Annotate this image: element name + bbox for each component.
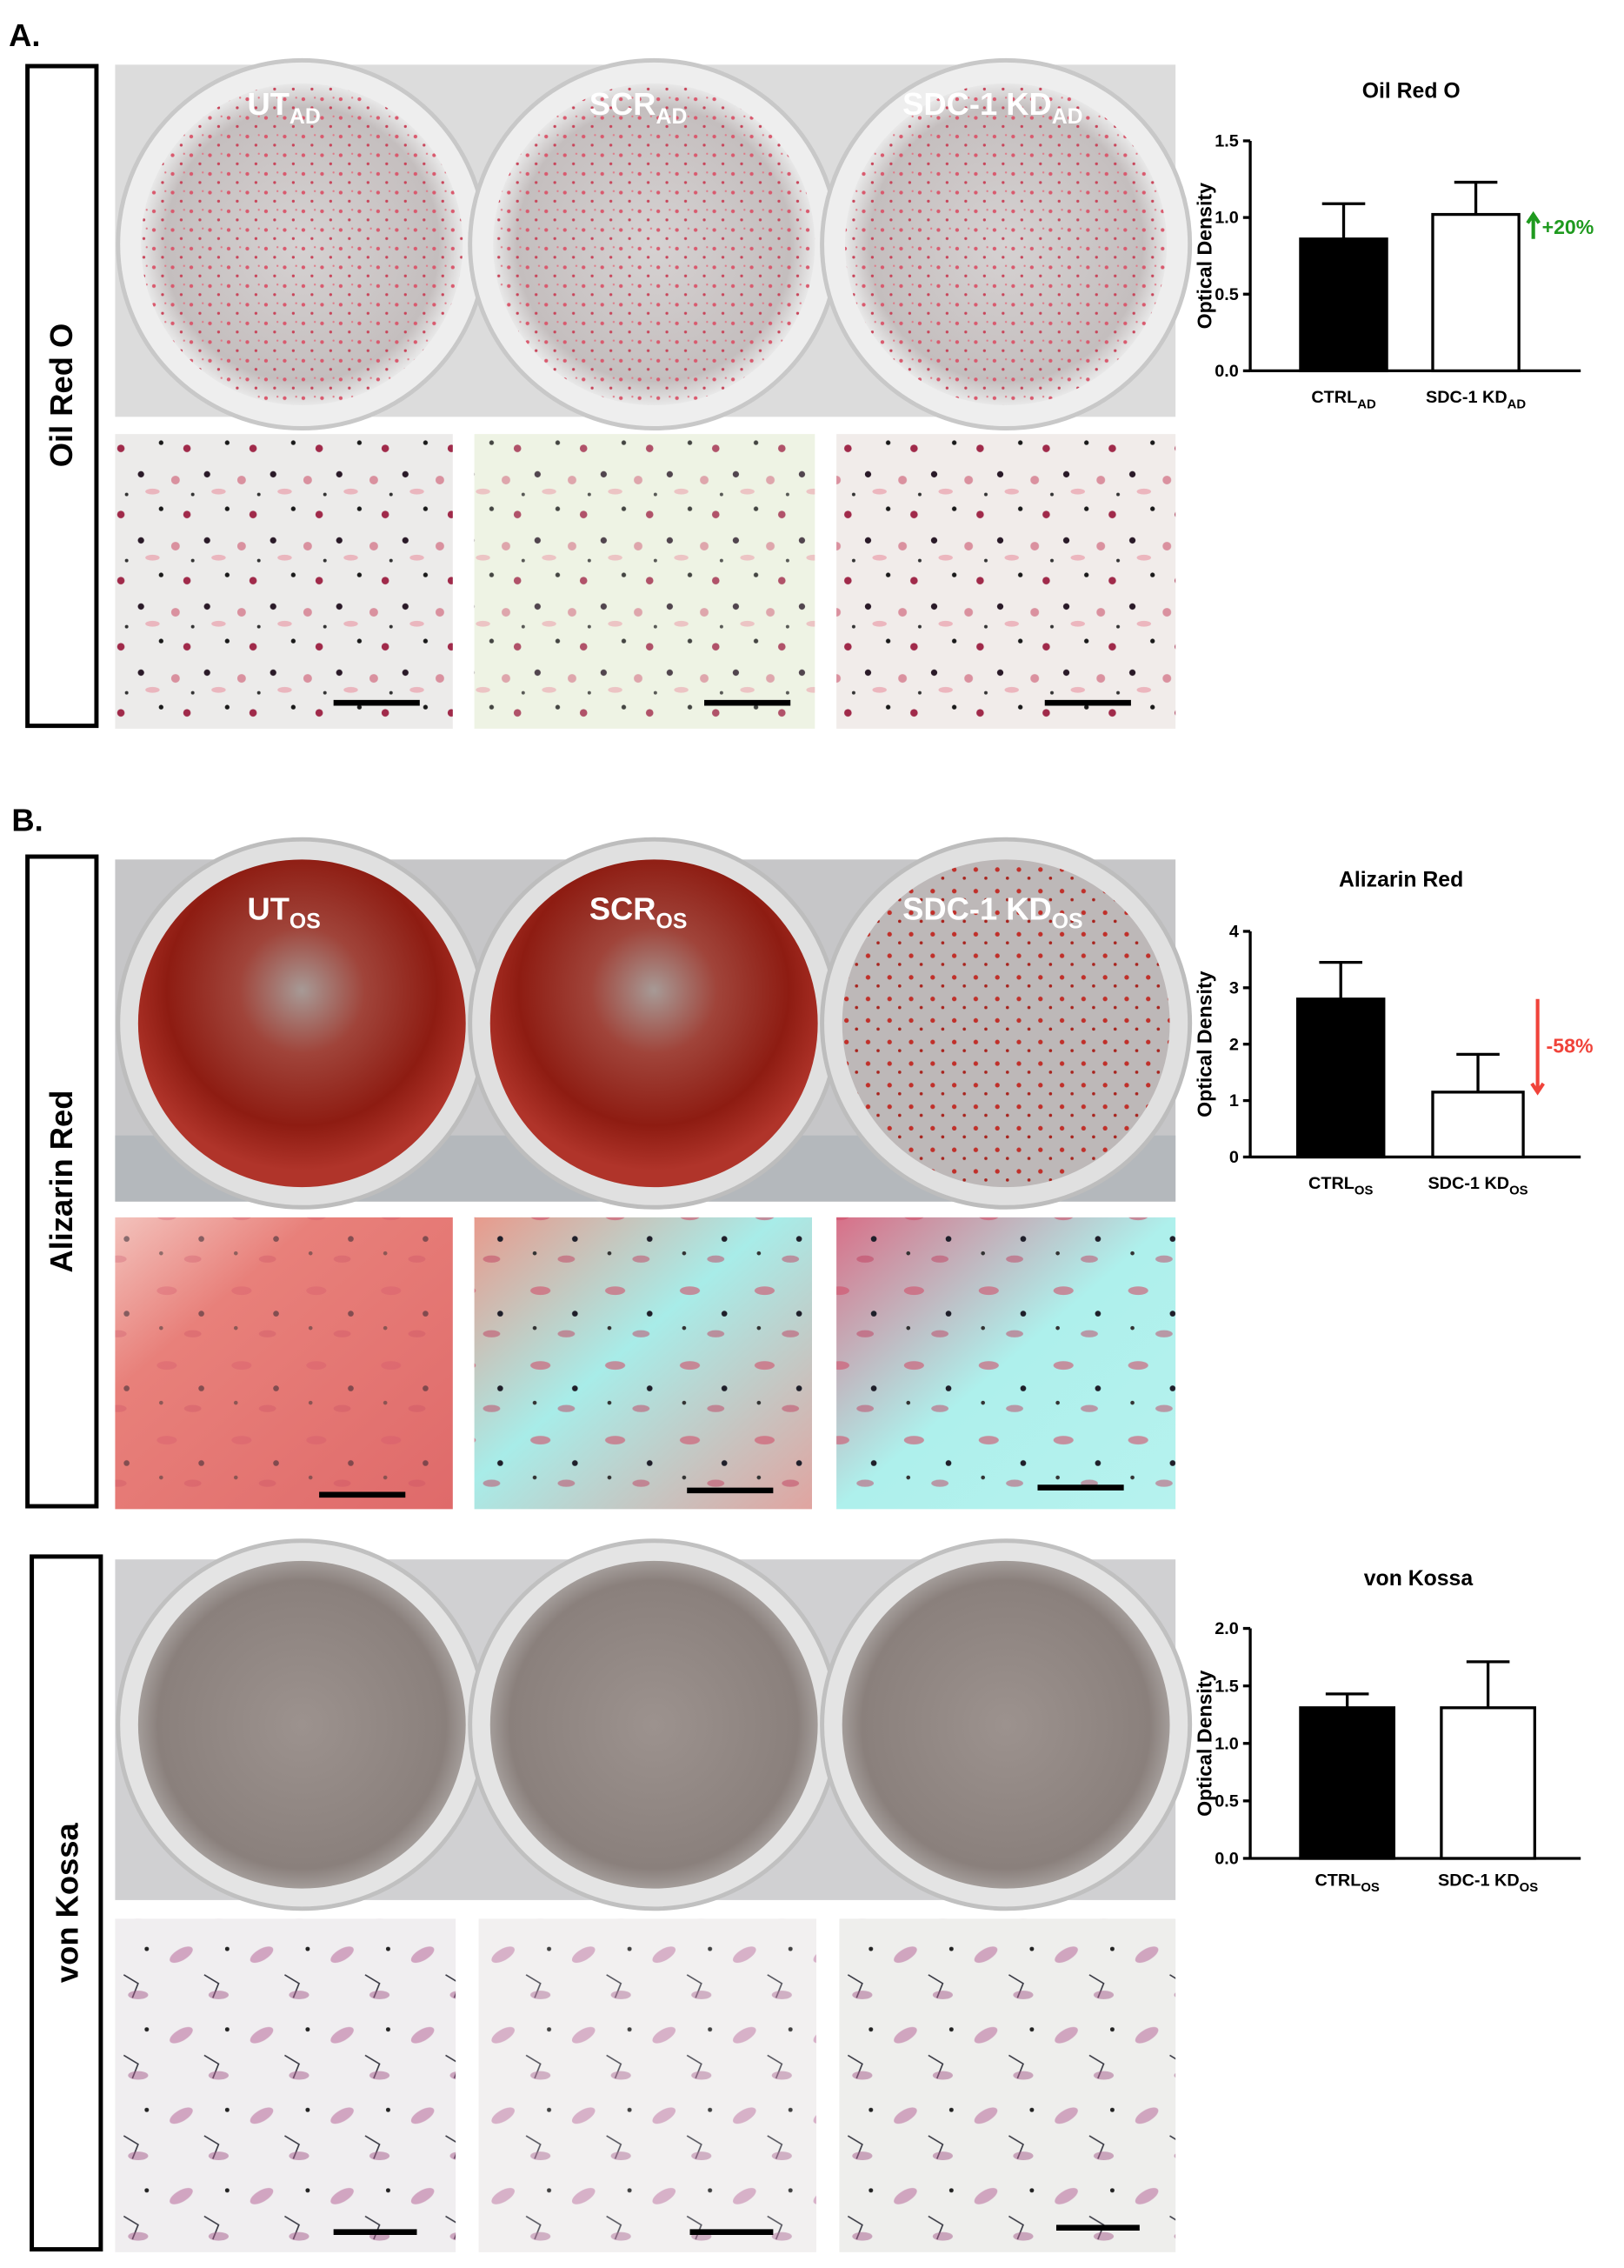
row-label: Alizarin Red	[43, 1091, 79, 1273]
well-label-sub: OS	[290, 911, 321, 934]
panel-label: A.	[9, 17, 40, 53]
y-tick-label: 3	[1229, 978, 1239, 997]
x-tick-label-main: CTRL	[1311, 388, 1357, 407]
well-label-main: SDC-1 KD	[902, 86, 1052, 122]
well-label-main: UT	[247, 891, 289, 927]
x-tick-label: SDC-1 KDAD	[1426, 388, 1526, 412]
well-label-sub: AD	[656, 105, 688, 129]
well-label-sub: AD	[1052, 105, 1083, 129]
x-tick-label-sub: AD	[1508, 397, 1527, 411]
annotation: +20%	[1542, 216, 1594, 238]
x-tick-label-sub: OS	[1520, 1881, 1539, 1895]
row-label: von Kossa	[49, 1823, 84, 1984]
x-tick-label: CTRLOS	[1315, 1871, 1379, 1895]
y-tick-label: 0.0	[1215, 362, 1239, 381]
x-tick-label-sub: OS	[1361, 1881, 1380, 1895]
micrograph	[115, 434, 1176, 729]
y-tick-label: 2.0	[1215, 1619, 1239, 1638]
error-bar	[1325, 1692, 1369, 1708]
annotation-arrow	[1526, 210, 1541, 239]
x-tick-label-main: SDC-1 KD	[1426, 388, 1508, 407]
x-tick-label-main: CTRL	[1308, 1174, 1354, 1193]
y-tick-label: 1.0	[1215, 1734, 1239, 1753]
annotation-arrow	[1530, 998, 1545, 1096]
well-label-main: SCR	[589, 86, 656, 122]
micrograph	[115, 1918, 1176, 2252]
error-bar	[1456, 1052, 1500, 1092]
well-label: UTAD	[247, 86, 320, 129]
well-label-sub: AD	[290, 105, 321, 129]
y-tick-label: 4	[1229, 923, 1239, 942]
well-label: SCRAD	[589, 86, 688, 129]
x-tick-label-main: SDC-1 KD	[1428, 1174, 1509, 1193]
error-bar	[1321, 202, 1366, 239]
y-tick-label: 0.5	[1215, 1791, 1239, 1811]
y-tick-label: 0.0	[1215, 1850, 1239, 1869]
y-axis-label: Optical Density	[1193, 183, 1215, 329]
annotation: -58%	[1547, 1035, 1594, 1057]
y-tick-label: 1.5	[1215, 132, 1239, 151]
well-label-main: UT	[247, 86, 289, 122]
well-label-main: SCR	[589, 891, 656, 927]
chart-title: Oil Red O	[1362, 79, 1461, 103]
micrograph	[115, 1217, 1176, 1510]
error-bar	[1319, 960, 1362, 999]
x-tick-label-main: CTRL	[1315, 1871, 1361, 1890]
x-tick-label: CTRLOS	[1308, 1174, 1373, 1198]
y-tick-label: 0	[1229, 1148, 1239, 1167]
bar	[1431, 212, 1521, 373]
chart-title: Alizarin Red	[1339, 869, 1463, 892]
chart-title: von Kossa	[1364, 1567, 1474, 1591]
plate-photo	[115, 57, 1193, 430]
row-box	[25, 63, 99, 729]
plate-photo	[115, 1538, 1193, 1911]
x-tick-label-sub: AD	[1357, 397, 1376, 411]
error-bar	[1454, 180, 1498, 215]
panel-label: B.	[11, 802, 43, 837]
bar	[1431, 1091, 1525, 1159]
well-label-sub: OS	[656, 911, 688, 934]
well-label: SDC-1 KDAD	[902, 86, 1082, 129]
y-tick-label: 0.5	[1215, 285, 1239, 304]
bar	[1299, 237, 1388, 373]
x-tick-label: CTRLAD	[1311, 388, 1376, 412]
x-tick-label-sub: OS	[1509, 1184, 1528, 1197]
bar	[1440, 1706, 1536, 1860]
y-axis-label: Optical Density	[1193, 971, 1215, 1117]
bar	[1299, 1706, 1396, 1860]
x-tick-label: SDC-1 KDOS	[1438, 1871, 1538, 1895]
x-tick-label-main: SDC-1 KD	[1438, 1871, 1520, 1890]
row-box	[25, 854, 99, 1509]
bar	[1295, 997, 1386, 1159]
plate-photo	[115, 837, 1193, 1210]
x-tick-label: SDC-1 KDOS	[1428, 1174, 1527, 1198]
x-tick-label-sub: OS	[1354, 1184, 1374, 1197]
y-tick-label: 1.0	[1215, 209, 1239, 228]
well-label-main: SDC-1 KD	[902, 891, 1052, 927]
error-bar	[1466, 1660, 1510, 1708]
y-tick-label: 1	[1229, 1091, 1239, 1111]
well-label: SCROS	[589, 891, 688, 934]
well-label: SDC-1 KDOS	[902, 891, 1082, 934]
well-label: UTOS	[247, 891, 320, 934]
y-tick-label: 1.5	[1215, 1677, 1239, 1696]
y-axis-label: Optical Density	[1193, 1670, 1215, 1816]
y-tick-label: 2	[1229, 1035, 1239, 1054]
row-box	[30, 1554, 103, 2251]
row-label: Oil Red O	[43, 324, 79, 468]
well-label-sub: OS	[1052, 911, 1083, 934]
